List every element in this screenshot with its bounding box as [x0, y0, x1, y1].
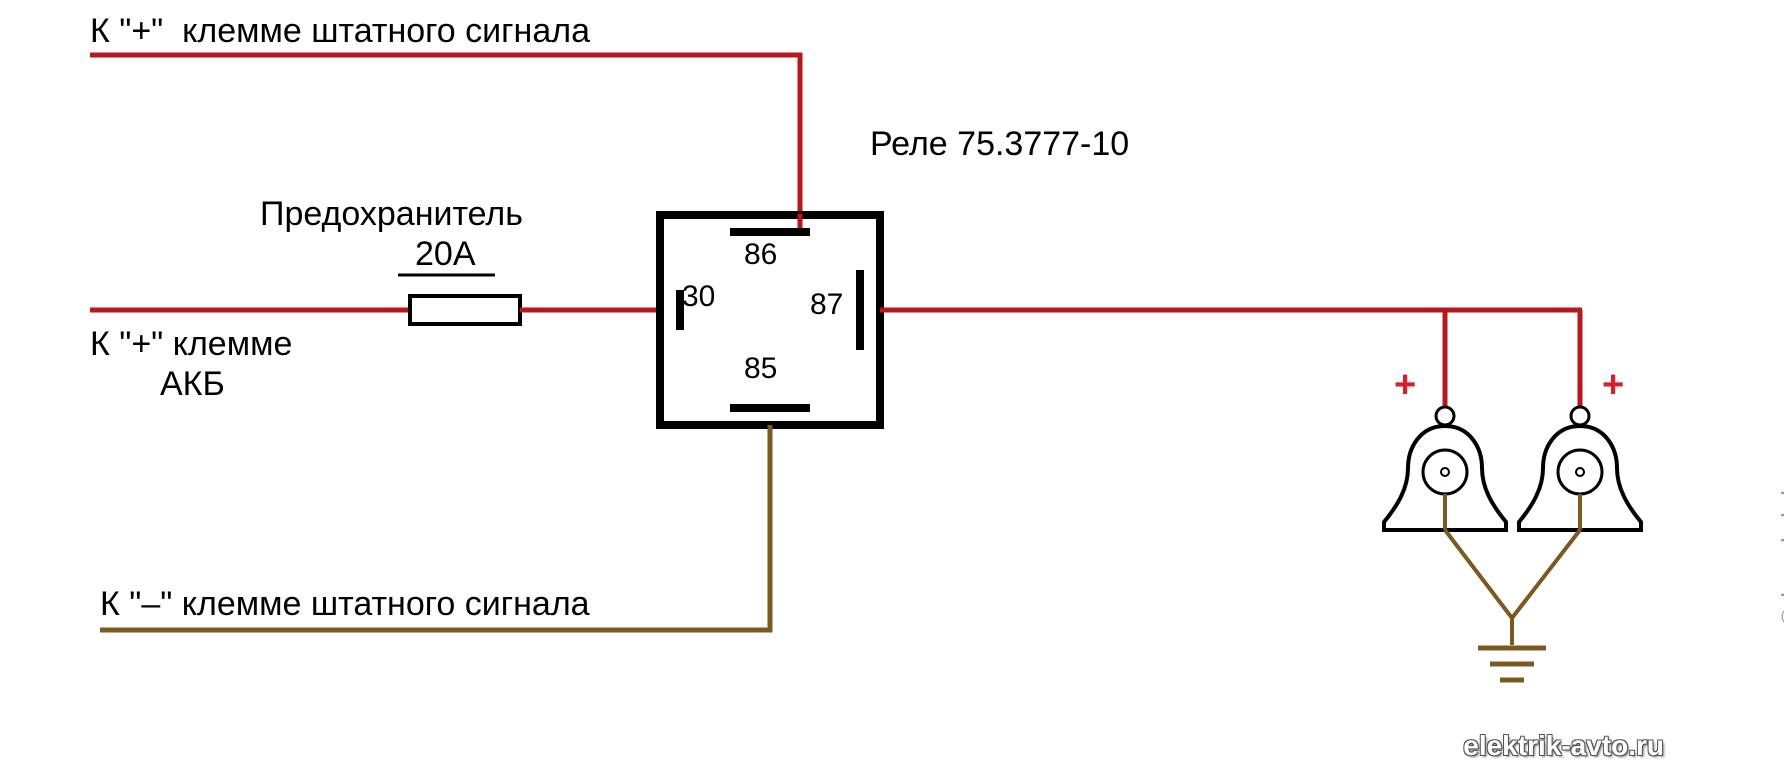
- label-pin85: 85: [744, 352, 777, 386]
- label-fuse-2: 20А: [415, 235, 476, 274]
- label-pin30: 30: [682, 280, 715, 314]
- horn-right: [1519, 426, 1641, 530]
- wire-horn-left-to-ground: [1445, 530, 1512, 618]
- label-top-signal: К "+" клемме штатного сигнала: [90, 12, 590, 51]
- plus-right: +: [1602, 364, 1624, 407]
- wiring-diagram: [0, 0, 1784, 768]
- watermark-side: © brazh-lab.com: [1776, 420, 1784, 626]
- wire-horn-right-to-ground: [1512, 530, 1580, 618]
- fuse-box: [410, 296, 520, 324]
- label-akb-2: АКБ: [160, 365, 225, 404]
- label-relay-title: Реле 75.3777-10: [870, 125, 1129, 164]
- label-pin86: 86: [744, 238, 777, 272]
- horn-left-terminal: [1436, 407, 1454, 425]
- label-fuse-1: Предохранитель: [260, 195, 523, 234]
- label-bottom-signal: К "–" клемме штатного сигнала: [100, 585, 590, 624]
- label-pin87: 87: [810, 288, 843, 322]
- watermark-bottom: elektrik-avto.ru: [1463, 730, 1664, 762]
- horn-left: [1384, 426, 1506, 530]
- label-akb-1: К "+" клемме: [90, 325, 292, 364]
- horn-right-terminal: [1571, 407, 1589, 425]
- plus-left: +: [1394, 364, 1416, 407]
- wire-top-signal: [90, 55, 800, 214]
